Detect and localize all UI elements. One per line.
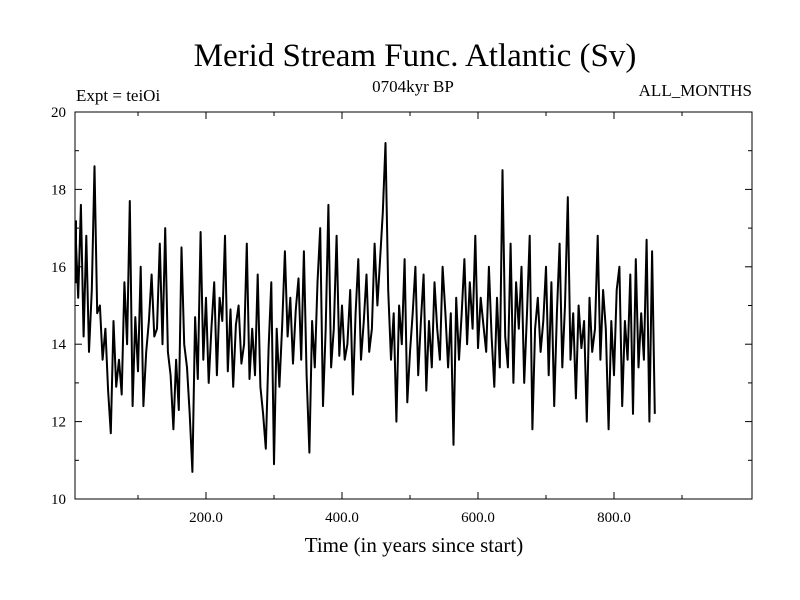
y-tick-label: 20 (51, 105, 66, 121)
experiment-label: Expt = teiOi (76, 86, 160, 105)
y-tick-label: 16 (51, 260, 67, 276)
x-tick-label: 600.0 (461, 510, 495, 526)
x-tick-label: 800.0 (597, 510, 631, 526)
y-axis: 10 12 14 16 18 20 (51, 105, 752, 508)
y-tick-label: 10 (51, 492, 66, 508)
x-tick-label: 200.0 (189, 510, 223, 526)
y-tick-label: 18 (51, 182, 66, 198)
x-tick-label: 400.0 (325, 510, 359, 526)
plot-frame (74, 111, 753, 500)
series-line (75, 142, 656, 473)
period-label: 0704kyr BP (372, 77, 454, 96)
y-tick-label: 14 (51, 337, 67, 353)
x-axis: 200.0 400.0 600.0 800.0 (137, 112, 683, 526)
x-axis-label: Time (in years since start) (305, 533, 524, 557)
y-tick-label: 12 (51, 415, 66, 431)
months-label: ALL_MONTHS (639, 81, 752, 100)
chart-title: Merid Stream Func. Atlantic (Sv) (194, 38, 637, 74)
